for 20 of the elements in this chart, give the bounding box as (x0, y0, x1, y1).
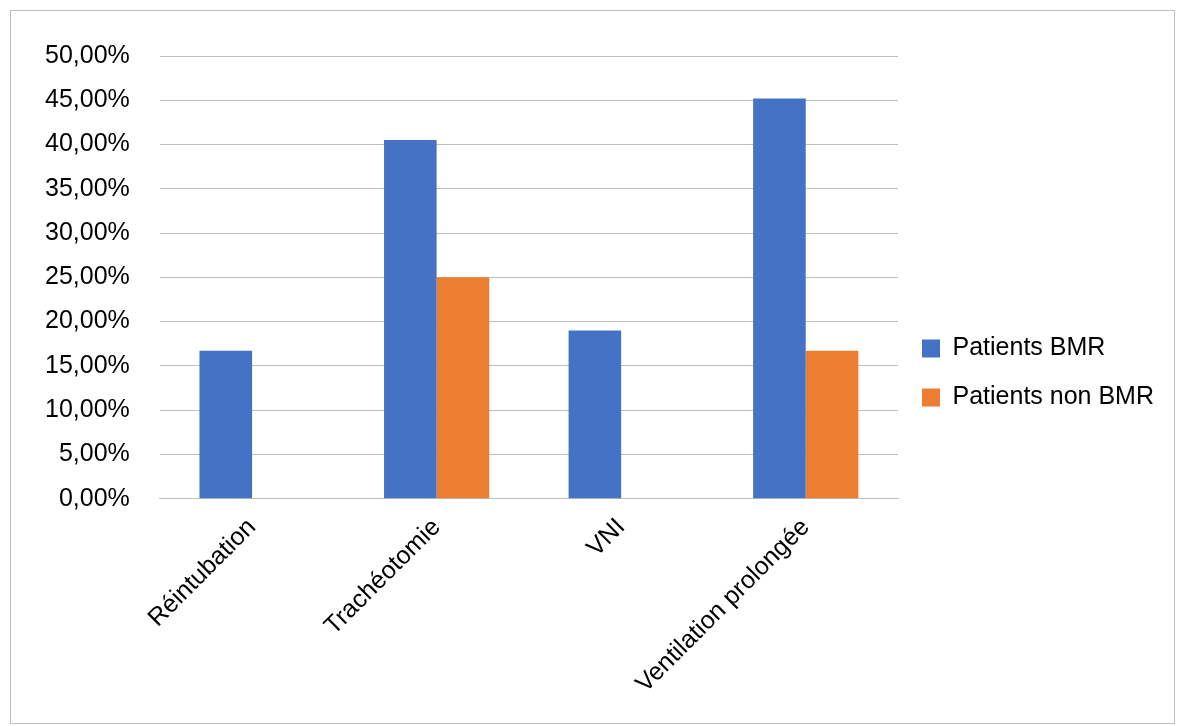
y-tick-label: 35,00% (44, 172, 130, 201)
x-tick-label: VNI (580, 511, 630, 562)
bar (805, 350, 859, 499)
y-tick-label: 50,00% (44, 39, 130, 68)
y-tick-label: 5,00% (58, 438, 130, 467)
y-tick-label: 45,00% (44, 84, 130, 113)
bar (384, 140, 437, 499)
bar (568, 330, 622, 499)
y-tick-label: 30,00% (44, 216, 130, 245)
y-tick-label: 15,00% (44, 349, 130, 378)
bar (199, 350, 253, 499)
legend-label: Patients BMR (952, 332, 1106, 361)
legend-label: Patients non BMR (952, 381, 1155, 410)
y-tick-label: 40,00% (44, 128, 130, 157)
y-tick-label: 0,00% (58, 482, 130, 511)
y-tick-label: 25,00% (44, 261, 130, 290)
bar (753, 98, 806, 499)
y-tick-label: 10,00% (44, 394, 130, 423)
y-tick-label: 20,00% (44, 305, 130, 334)
bar (436, 277, 490, 499)
